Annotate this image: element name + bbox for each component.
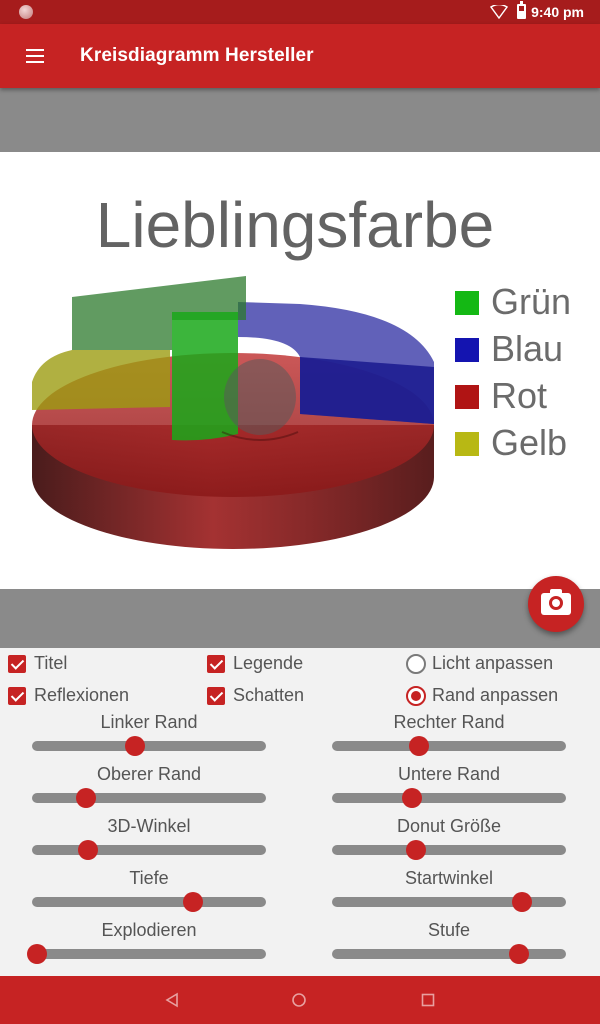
slider-startwinkel: Startwinkel — [332, 868, 566, 920]
radio-label: Rand anpassen — [432, 685, 559, 705]
slice-green-top — [72, 276, 246, 350]
slider-tiefe: Tiefe — [32, 868, 266, 920]
slider-label: Startwinkel — [404, 868, 494, 888]
checkbox-checked-icon — [8, 655, 26, 673]
slider-linker-rand: Linker Rand — [32, 712, 266, 764]
legend-swatch — [455, 338, 479, 362]
battery-icon — [517, 1, 526, 19]
app-title: Kreisdiagramm Hersteller — [80, 45, 314, 66]
slider-label: Rechter Rand — [393, 712, 505, 732]
checkbox-label: Legende — [233, 653, 304, 673]
chart-margin-top — [0, 88, 600, 152]
legend-swatch — [455, 385, 479, 409]
hamburger-menu-icon[interactable] — [24, 46, 46, 66]
slider-track[interactable] — [32, 736, 266, 756]
slider-label: 3D-Winkel — [107, 816, 191, 836]
slider-track[interactable] — [332, 944, 566, 964]
slider-track[interactable] — [332, 736, 566, 756]
slider-thumb[interactable] — [78, 840, 99, 860]
slider-thumb[interactable] — [511, 892, 532, 912]
back-triangle-icon[interactable] — [164, 992, 180, 1008]
checkbox-checked-icon — [207, 655, 225, 673]
legend-label: Grün — [491, 281, 572, 322]
slider-3d-winkel: 3D-Winkel — [32, 816, 266, 868]
slider-stufe: Stufe — [332, 920, 566, 972]
slider-thumb[interactable] — [124, 736, 145, 756]
slider-label: Donut Größe — [396, 816, 502, 836]
checkbox-checked-icon — [207, 687, 225, 705]
recents-square-icon[interactable] — [420, 992, 436, 1008]
radio-selected-icon — [406, 686, 426, 706]
legend-label: Rot — [491, 375, 548, 416]
home-circle-icon[interactable] — [291, 992, 307, 1008]
slider-track[interactable] — [332, 840, 566, 860]
radio-unselected-icon — [406, 654, 426, 674]
legend-swatch — [455, 432, 479, 456]
pie-chart — [32, 276, 434, 549]
status-bar: 9:40 pm — [0, 0, 600, 24]
app-bar: Kreisdiagramm Hersteller — [0, 24, 600, 88]
legend-swatch — [455, 291, 479, 315]
slider-thumb[interactable] — [408, 736, 429, 756]
slice-green-front — [172, 312, 238, 441]
settings-panel: Titel Legende Reflexionen Schatten Licht… — [0, 648, 600, 976]
checkbox-checked-icon — [8, 687, 26, 705]
slider-oberer-rand: Oberer Rand — [32, 764, 266, 816]
slider-explodieren: Explodieren — [26, 920, 266, 972]
slider-track[interactable] — [332, 788, 566, 808]
wifi-icon — [490, 5, 508, 19]
slider-thumb[interactable] — [509, 944, 530, 964]
donut-hole — [224, 359, 296, 435]
slider-track[interactable] — [32, 892, 266, 912]
slider-label: Oberer Rand — [96, 764, 202, 784]
slider-rechter-rand: Rechter Rand — [332, 712, 566, 764]
slider-untere-rand: Untere Rand — [332, 764, 566, 816]
legend-label: Gelb — [491, 422, 568, 463]
checkbox-label: Titel — [34, 653, 68, 673]
notification-icon — [19, 5, 33, 19]
slider-thumb[interactable] — [75, 788, 96, 808]
slice-blue-side — [300, 357, 434, 424]
slider-label: Linker Rand — [100, 712, 198, 732]
legend-label: Blau — [491, 328, 564, 369]
slider-label: Stufe — [427, 920, 471, 940]
slider-thumb[interactable] — [401, 788, 422, 808]
slider-label: Tiefe — [129, 868, 169, 888]
slider-thumb[interactable] — [183, 892, 204, 912]
checkbox-label: Schatten — [233, 685, 305, 705]
radio-label: Licht anpassen — [432, 653, 554, 673]
slider-track[interactable] — [332, 892, 566, 912]
chart-area: Lieblingsfarbe Grün Blau Rot Gelb — [0, 152, 600, 589]
slider-donut-groesse: Donut Größe — [332, 816, 566, 868]
system-nav-bar — [0, 976, 600, 1024]
camera-button[interactable] — [528, 576, 584, 632]
status-time: 9:40 pm — [531, 4, 584, 20]
slice-yellow — [32, 350, 170, 410]
slider-track[interactable] — [32, 788, 266, 808]
chart-title: Lieblingsfarbe — [95, 189, 495, 261]
slider-thumb[interactable] — [406, 840, 427, 860]
slider-thumb[interactable] — [26, 944, 47, 964]
slider-label: Explodieren — [101, 920, 197, 940]
slider-label: Untere Rand — [397, 764, 501, 784]
slider-track[interactable] — [26, 944, 266, 964]
checkbox-label: Reflexionen — [34, 685, 130, 705]
chart-margin-bottom — [0, 589, 600, 648]
slider-track[interactable] — [32, 840, 266, 860]
camera-icon — [550, 589, 562, 595]
